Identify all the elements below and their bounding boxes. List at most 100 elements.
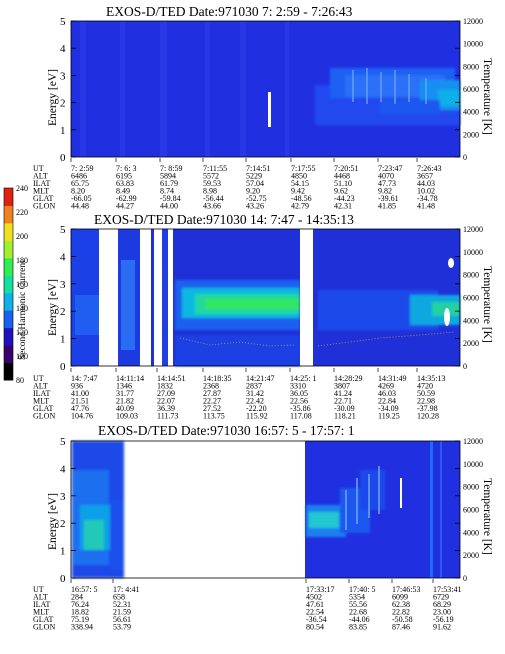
ephemeris-value: 14:35:13 xyxy=(417,374,445,383)
ephemeris-value: 936 xyxy=(71,382,83,391)
ephemeris-value: 41.00 xyxy=(71,389,89,398)
ephemeris-value: 44.48 xyxy=(71,202,89,211)
ephemeris-value: 9.82 xyxy=(378,187,392,196)
ephemeris-value: -52.75 xyxy=(246,194,267,203)
ephemeris-row-label: GLON xyxy=(33,202,55,211)
ephemeris-value: 31.42 xyxy=(246,389,264,398)
ephemeris-value: 9.42 xyxy=(291,187,305,196)
ephemeris-row-label: GLAT xyxy=(33,615,54,624)
ephemeris-row-label: ILAT xyxy=(33,389,50,398)
ephemeris-value: 47.76 xyxy=(71,404,89,413)
right-tick-label: 0 xyxy=(463,574,467,583)
panel-2-white-blob-top xyxy=(448,258,454,268)
ephemeris-value: 109.03 xyxy=(116,412,138,421)
ephemeris-value: 8.20 xyxy=(71,187,85,196)
ephemeris-value: 17:46:53 xyxy=(392,585,420,594)
panel-1-plot xyxy=(70,20,461,158)
ephemeris-value: 61.79 xyxy=(160,179,178,188)
right-tick-label: 10000 xyxy=(463,40,483,49)
colorbar-label: Second Harmonic Current xyxy=(18,260,28,360)
panel-2-plot xyxy=(70,228,461,367)
ephemeris-value: 42.79 xyxy=(291,202,309,211)
panel-2-title: EXOS-D/TED Date:971030 14: 7:47 - 14:35:… xyxy=(94,212,354,227)
right-tick-label: 6000 xyxy=(463,85,479,94)
ephemeris-value: 3657 xyxy=(417,172,433,181)
ephemeris-value: -62.99 xyxy=(116,194,137,203)
colorbar-cell xyxy=(4,205,13,224)
right-tick-label: 0 xyxy=(463,153,467,162)
panel-3-white-streak xyxy=(400,478,402,508)
right-tick-label: 2000 xyxy=(463,551,479,560)
ephemeris-value: 22.54 xyxy=(306,608,324,617)
colorbar-cell xyxy=(4,310,13,329)
ephemeris-value: 14:14:51 xyxy=(157,374,185,383)
ephemeris-value: 83.85 xyxy=(349,623,367,632)
ephemeris-value: 111.73 xyxy=(157,412,178,421)
ephemeris-value: 17:33:17 xyxy=(306,585,334,594)
ephemeris-value: 22.42 xyxy=(246,397,264,406)
ephemeris-value: 17:53:41 xyxy=(433,585,461,594)
ephemeris-value: 36.05 xyxy=(290,389,308,398)
ephemeris-value: 40.09 xyxy=(116,404,134,413)
ephemeris-value: 120.28 xyxy=(417,412,439,421)
ephemeris-value: 21.59 xyxy=(113,608,131,617)
ephemeris-value: 6195 xyxy=(116,172,132,181)
ephemeris-value: 7: 2:59 xyxy=(71,164,93,173)
ephemeris-row-label: ALT xyxy=(33,593,48,602)
ephemeris-value: -44.06 xyxy=(349,615,370,624)
colorbar-cell xyxy=(4,292,13,311)
left-tick-label: 1 xyxy=(60,334,66,346)
ephemeris-value: 118.21 xyxy=(334,412,356,421)
right-tick-label: 4000 xyxy=(463,316,479,325)
ephemeris-value: 1346 xyxy=(116,382,132,391)
ephemeris-value: 338.94 xyxy=(71,623,93,632)
colorbar-cell xyxy=(4,327,13,346)
panel-2-ylabel-right: Temperature [K] xyxy=(481,266,493,343)
ephemeris-value: -22.20 xyxy=(246,404,267,413)
ephemeris-value: -37.98 xyxy=(417,404,438,413)
ephemeris-value: 31.77 xyxy=(116,389,134,398)
ephemeris-value: 87.46 xyxy=(392,623,410,632)
ephemeris-value: 68.29 xyxy=(433,600,451,609)
ephemeris-value: 41.48 xyxy=(417,202,435,211)
left-tick-label: 4 xyxy=(60,251,66,263)
ephemeris-value: -56.19 xyxy=(433,615,454,624)
left-tick-label: 0 xyxy=(60,361,66,373)
ephemeris-value: 5354 xyxy=(349,593,365,602)
right-tick-label: 6000 xyxy=(463,294,479,303)
ephemeris-value: 7:14:51 xyxy=(246,164,270,173)
ephemeris-value: 7:17:55 xyxy=(291,164,315,173)
ephemeris-value: 22.68 xyxy=(349,608,367,617)
right-tick-label: 10000 xyxy=(463,460,483,469)
colorbar-cell xyxy=(4,188,13,206)
ephemeris-value: 56.61 xyxy=(113,615,131,624)
ephemeris-row-label: ILAT xyxy=(33,179,50,188)
ephemeris-value: 117.08 xyxy=(290,412,312,421)
ephemeris-row-label: MLT xyxy=(33,397,49,406)
colorbar-tick-label: 160 xyxy=(16,280,28,289)
ephemeris-value: -48.56 xyxy=(291,194,312,203)
panel-1-ylabel: Energy [eV] xyxy=(47,69,59,126)
ephemeris-value: 62.38 xyxy=(392,600,410,609)
ephemeris-value: 18.82 xyxy=(71,608,89,617)
panel-3: EXOS-D/TED Date:971030 16:57: 5 - 17:57:… xyxy=(33,423,493,632)
ephemeris-value: 284 xyxy=(71,593,83,602)
ephemeris-value: 21.82 xyxy=(116,397,134,406)
colorbar-tick-label: 140 xyxy=(16,304,28,313)
ephemeris-value: 5572 xyxy=(203,172,219,181)
ephemeris-value: -36.54 xyxy=(306,615,327,624)
colorbar: 240 220 200 180 160 140 120 100 80 Second Harmon… xyxy=(3,184,28,385)
colorbar-tick-label: 180 xyxy=(16,256,28,265)
right-tick-label: 4000 xyxy=(463,528,479,537)
ephemeris-value: -34.78 xyxy=(417,194,438,203)
right-tick-label: 8000 xyxy=(463,483,479,492)
ephemeris-value: 6486 xyxy=(71,172,87,181)
ephemeris-value: 51.10 xyxy=(334,179,352,188)
left-tick-label: 4 xyxy=(60,43,66,55)
right-tick-label: 6000 xyxy=(463,506,479,515)
colorbar-tick-label: 220 xyxy=(16,208,28,217)
ephemeris-value: 53.79 xyxy=(113,623,131,632)
ephemeris-row-label: UT xyxy=(33,585,44,594)
ephemeris-value: 8.98 xyxy=(203,187,217,196)
ephemeris-value: 47.61 xyxy=(306,600,324,609)
